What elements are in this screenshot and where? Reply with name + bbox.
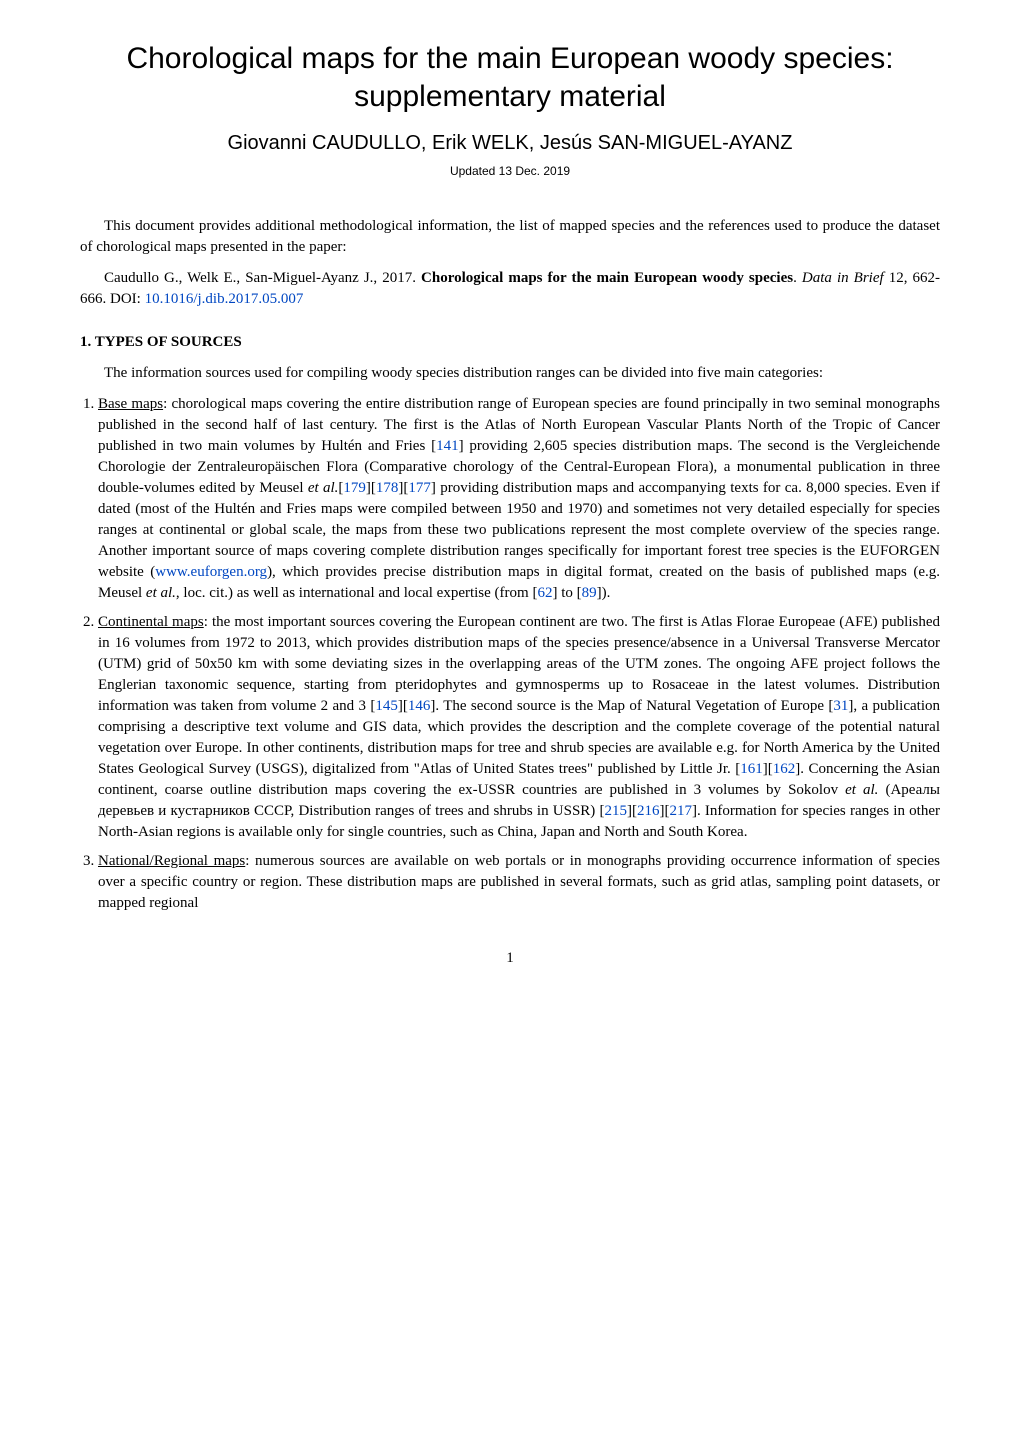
euforgen-link[interactable]: www.euforgen.org xyxy=(155,564,267,580)
ref-link[interactable]: 178 xyxy=(376,480,399,496)
section-heading-types: 1. TYPES OF SOURCES xyxy=(80,332,940,353)
text-run: ][ xyxy=(398,480,408,496)
text-run: ][ xyxy=(627,803,637,819)
citation-prefix: Caudullo G., Welk E., San-Miguel-Ayanz J… xyxy=(104,270,421,286)
doi-link[interactable]: 10.1016/j.dib.2017.05.007 xyxy=(145,291,304,307)
citation-title: Chorological maps for the main European … xyxy=(421,270,793,286)
ref-link[interactable]: 215 xyxy=(604,803,627,819)
ref-link[interactable]: 179 xyxy=(343,480,366,496)
list-item-label: National/Regional maps xyxy=(98,853,245,869)
ref-link[interactable]: 141 xyxy=(436,438,459,454)
text-run: ][ xyxy=(366,480,376,496)
source-type-list: Base maps: chorological maps covering th… xyxy=(80,394,940,914)
text-run: ][ xyxy=(763,761,773,777)
ref-link[interactable]: 146 xyxy=(408,698,431,714)
citation-after: . xyxy=(793,270,802,286)
list-item-label: Continental maps xyxy=(98,614,204,630)
citation-journal: Data in Brief xyxy=(802,270,884,286)
list-item: Base maps: chorological maps covering th… xyxy=(98,394,940,604)
ref-link[interactable]: 216 xyxy=(637,803,660,819)
ref-link[interactable]: 217 xyxy=(669,803,692,819)
text-run: , loc. cit.) as well as international an… xyxy=(176,585,538,601)
list-item: Continental maps: the most important sou… xyxy=(98,612,940,843)
et-al: et al. xyxy=(845,782,878,798)
authors: Giovanni CAUDULLO, Erik WELK, Jesús SAN-… xyxy=(80,129,940,157)
text-run: ][ xyxy=(659,803,669,819)
text-run: ] to [ xyxy=(552,585,581,601)
ref-link[interactable]: 161 xyxy=(740,761,763,777)
list-item-label: Base maps xyxy=(98,396,163,412)
et-al: et al. xyxy=(308,480,339,496)
text-run: ][ xyxy=(398,698,408,714)
ref-link[interactable]: 177 xyxy=(408,480,431,496)
text-run: ]. The second source is the Map of Natur… xyxy=(430,698,833,714)
ref-link[interactable]: 31 xyxy=(833,698,848,714)
page-number: 1 xyxy=(80,948,940,969)
ref-link[interactable]: 145 xyxy=(375,698,398,714)
text-run: ]). xyxy=(597,585,611,601)
ref-link[interactable]: 62 xyxy=(537,585,552,601)
et-al: et al. xyxy=(146,585,176,601)
page-title: Chorological maps for the main European … xyxy=(80,40,940,115)
list-item: National/Regional maps: numerous sources… xyxy=(98,851,940,914)
section-intro: The information sources used for compili… xyxy=(80,363,940,384)
intro-paragraph-2: Caudullo G., Welk E., San-Miguel-Ayanz J… xyxy=(80,268,940,310)
ref-link[interactable]: 89 xyxy=(582,585,597,601)
ref-link[interactable]: 162 xyxy=(773,761,796,777)
update-date: Updated 13 Dec. 2019 xyxy=(80,163,940,180)
intro-paragraph-1: This document provides additional method… xyxy=(80,216,940,258)
